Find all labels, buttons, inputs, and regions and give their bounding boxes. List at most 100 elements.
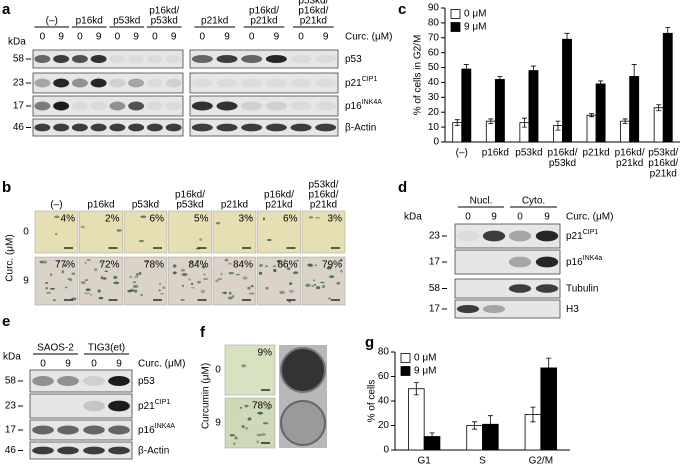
percent-label: 2% (105, 214, 120, 225)
lane-label: 0 (40, 359, 46, 370)
error-bar (530, 65, 536, 76)
error-bar (656, 104, 662, 112)
blot-band (290, 78, 312, 88)
blot-band (34, 78, 51, 88)
stained-cell (315, 216, 320, 219)
blot-band (216, 78, 238, 88)
y-axis-label: % of cells in G2/M (413, 35, 424, 116)
protein-superscript: CIP1 (362, 76, 378, 83)
stained-cell (276, 259, 281, 263)
protein-superscript: CIP1 (155, 399, 171, 406)
protein-label: Tubulin (566, 283, 598, 294)
stained-cell (97, 289, 101, 293)
blot-band (165, 123, 182, 132)
blot-band (109, 101, 126, 111)
stained-cell (100, 276, 104, 280)
micrograph (123, 256, 168, 306)
blot-band (128, 54, 145, 64)
row-label: 9 (215, 418, 221, 429)
blot-band (241, 101, 263, 111)
protein-label: H3 (566, 304, 579, 315)
blot-band (165, 101, 182, 111)
error-bar (598, 80, 604, 88)
stained-cell (46, 292, 51, 294)
blot-band (482, 304, 506, 314)
error-bar (665, 26, 671, 40)
legend-swatch (400, 366, 411, 376)
blot-band (216, 101, 238, 111)
stained-cell (134, 289, 138, 293)
x-tick-label: p53kd (549, 158, 576, 169)
blot-band (216, 123, 238, 132)
blot-strip (32, 118, 184, 137)
blot-band (57, 425, 79, 435)
row-label: 0 (215, 365, 221, 376)
blot-band (83, 376, 105, 386)
protein-label: p21CIP1 (345, 76, 377, 89)
protein-superscript: INK4A (362, 99, 383, 106)
stained-cell (267, 407, 270, 410)
stained-cell (263, 422, 269, 425)
x-tick-label: p16kd/ (615, 148, 645, 159)
blot-band (34, 54, 51, 64)
protein-name: p21 (566, 231, 583, 242)
y-tick-label: 70 (428, 32, 440, 43)
stained-cell (132, 284, 139, 289)
lane-label: 0 (91, 359, 97, 370)
bar (528, 70, 539, 143)
stained-cell (328, 297, 331, 300)
percent-label: 3% (328, 214, 343, 225)
blot-band (53, 78, 70, 88)
panel-letter: f (200, 324, 206, 341)
stained-cell (116, 229, 122, 232)
panel-letter: d (398, 179, 407, 196)
protein-label: β-Actin (345, 122, 376, 133)
axis-label: Curc. (μM) (5, 234, 16, 281)
stained-cell (181, 273, 188, 277)
stained-cell (314, 283, 317, 286)
stained-cell (228, 271, 234, 275)
x-tick-label: S (479, 456, 486, 467)
stained-cell (64, 286, 68, 289)
stained-cell (129, 288, 135, 293)
stained-cell (228, 262, 233, 265)
stained-cell (199, 238, 203, 241)
stained-cell (138, 239, 145, 243)
blot-band (508, 230, 532, 242)
stained-cell (247, 417, 252, 421)
blot-band (508, 256, 532, 268)
kda-marker: 23 (429, 231, 441, 242)
stained-cell (256, 440, 260, 444)
micrograph (212, 256, 257, 306)
protein-name: p16 (566, 257, 583, 268)
stained-cell (50, 287, 56, 290)
bar (586, 114, 597, 143)
blot-band (34, 123, 51, 132)
stained-cell (181, 284, 185, 288)
lane-label: 9 (65, 359, 71, 370)
bar (461, 68, 472, 143)
blot-band (290, 123, 312, 132)
y-tick-label: 20 (428, 107, 440, 118)
stained-cell (217, 278, 223, 280)
lane-label: 0 (40, 32, 46, 43)
stained-cell (41, 260, 48, 264)
blot-band (90, 101, 107, 111)
panel-letter: g (365, 334, 374, 351)
kda-label: kDa (3, 352, 21, 363)
blot-band (456, 230, 480, 242)
stained-cell (289, 290, 294, 293)
protein-name: p16 (345, 101, 362, 112)
x-tick-label: p16kd/ (648, 158, 678, 169)
lane-label: 9 (491, 212, 497, 223)
stained-cell (250, 285, 254, 288)
stained-cell (296, 259, 299, 262)
stained-cell (134, 275, 139, 278)
blot-band (191, 78, 213, 88)
stained-cell (99, 260, 103, 264)
blot-band (241, 54, 263, 64)
group-label: p53kd/ (298, 0, 328, 7)
blot-band (315, 101, 337, 111)
bar (485, 120, 496, 143)
blot-band (71, 123, 88, 132)
